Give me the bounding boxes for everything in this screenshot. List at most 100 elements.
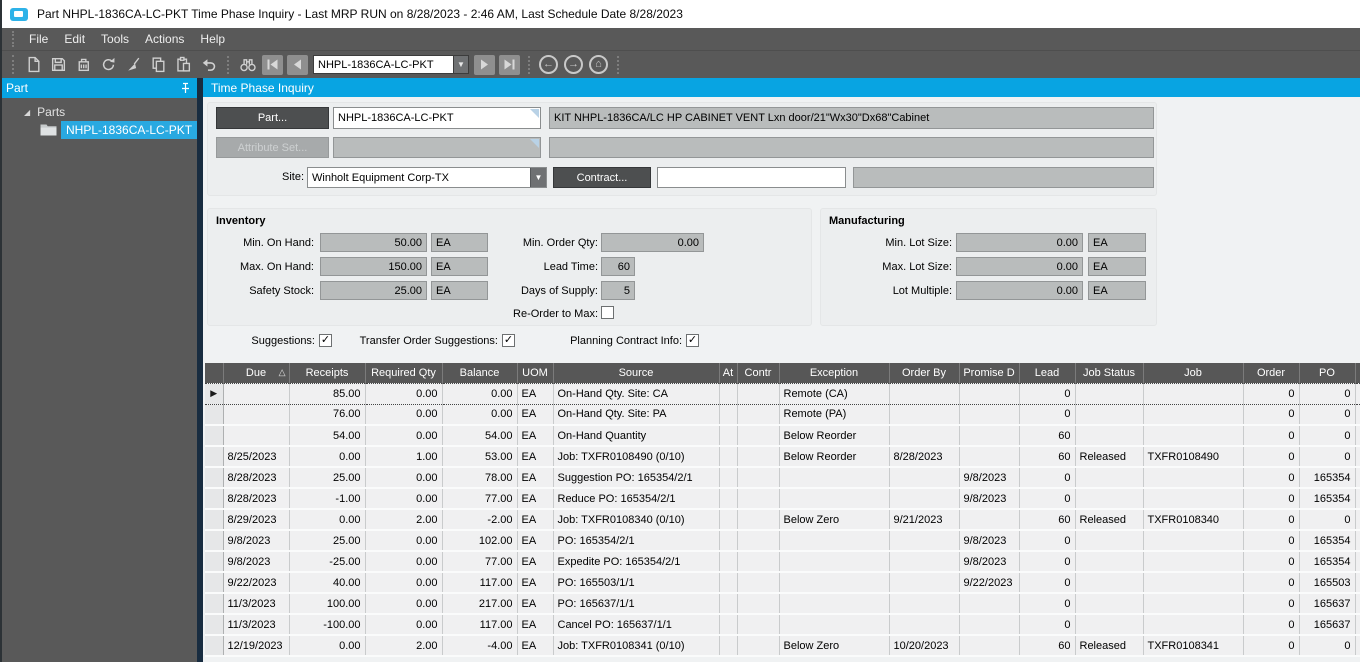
grid-cell[interactable]: 78.00 [442,467,518,489]
grid-cell[interactable]: 0.00 [442,382,518,405]
grid-cell[interactable] [719,572,738,594]
grid-column-header-exception[interactable]: Exception [779,363,890,383]
grid-cell[interactable]: Suggestion PO: 165354/2/1 [553,467,720,489]
grid-cell[interactable]: 165354 [1299,551,1356,573]
tree-node-part-selected[interactable]: NHPL-1836CA-LC-PKT [40,121,198,139]
grid-cell[interactable] [959,425,1020,447]
grid-cell[interactable]: PO: 165354/2/1 [553,530,720,552]
grid-cell[interactable]: 60 [1019,446,1076,468]
save-icon[interactable] [46,53,71,76]
first-record-icon[interactable] [262,54,283,75]
row-selector-cell[interactable] [205,488,224,510]
table-row[interactable]: 9/8/2023 -25.00 0.00 77.00 EA Expedite PO: 16… [205,551,1360,573]
grid-cell[interactable]: 10/20/2023 [889,635,960,657]
grid-cell[interactable]: 76.00 [289,404,366,426]
grid-column-header-po[interactable]: PO [1299,363,1356,383]
grid-cell[interactable] [719,593,738,615]
row-selector-cell[interactable]: ▶ [205,382,224,405]
grid-cell[interactable]: 165637 [1299,593,1356,615]
grid-column-header-promise-d[interactable]: Promise D [959,363,1020,383]
grid-cell[interactable]: 77.00 [442,488,518,510]
grid-cell[interactable]: 9/22/2023 [959,572,1020,594]
grid-cell[interactable]: -1.00 [289,488,366,510]
grid-cell[interactable]: 0.00 [365,488,443,510]
grid-cell[interactable]: 0 [1243,551,1300,573]
grid-cell[interactable] [779,593,890,615]
grid-cell[interactable]: 0 [1299,404,1356,426]
grid-column-header-contr[interactable]: Contr [737,363,780,383]
grid-cell[interactable] [719,467,738,489]
grid-cell[interactable]: 117.00 [442,572,518,594]
grid-cell[interactable]: 0 [1243,635,1300,657]
table-row[interactable]: 76.00 0.00 0.00 EA On-Hand Qty. Site: PA Remo… [205,404,1360,426]
copy-icon[interactable] [146,53,171,76]
grid-cell[interactable]: 0 [1019,382,1076,405]
grid-cell[interactable] [719,530,738,552]
contract-button[interactable]: Contract... [553,167,651,188]
grid-column-header-order[interactable]: Order [1243,363,1300,383]
grid-cell[interactable] [737,551,780,573]
grid-cell[interactable]: 117.00 [442,614,518,636]
grid-cell[interactable]: 165354 [1299,530,1356,552]
grid-cell[interactable] [719,425,738,447]
table-row[interactable]: 54.00 0.00 54.00 EA On-Hand Quantity Below Re… [205,425,1360,447]
grid-cell[interactable] [889,425,960,447]
row-selector-cell[interactable] [205,530,224,552]
grid-cell[interactable]: 8/25/2023 [223,446,290,468]
grid-cell[interactable]: 165354 [1299,467,1356,489]
table-row[interactable]: 8/28/2023 -1.00 0.00 77.00 EA Reduce PO: 1653… [205,488,1360,510]
grid-cell[interactable] [779,488,890,510]
grid-cell[interactable]: EA [517,488,554,510]
reorder-to-max-checkbox[interactable] [601,306,614,319]
grid-cell[interactable]: Released [1075,509,1144,531]
grid-column-header-at[interactable]: At [719,363,738,383]
row-selector-cell[interactable] [205,467,224,489]
grid-cell[interactable]: 0.00 [365,551,443,573]
grid-cell[interactable]: EA [517,635,554,657]
grid-cell[interactable] [959,509,1020,531]
grid-column-header-required-qty[interactable]: Required Qty [365,363,443,383]
grid-cell[interactable]: 0.00 [442,404,518,426]
grid-cell[interactable]: EA [517,404,554,426]
grid-cell[interactable] [737,425,780,447]
grid-cell[interactable]: EA [517,572,554,594]
grid-cell[interactable]: 85.00 [289,382,366,405]
paste-icon[interactable] [171,53,196,76]
grid-cell[interactable] [889,551,960,573]
grid-cell[interactable] [1075,425,1144,447]
grid-cell[interactable]: 0 [1299,635,1356,657]
part-button[interactable]: Part... [216,107,329,129]
grid-cell[interactable] [889,530,960,552]
grid-cell[interactable] [719,446,738,468]
grid-cell[interactable]: 0.00 [365,425,443,447]
menu-file[interactable]: File [29,32,49,46]
grid-cell[interactable]: 0 [1243,382,1300,405]
sweep-icon[interactable] [121,53,146,76]
grid-cell[interactable]: TXFR0108341 [1143,635,1244,657]
part-number-field[interactable]: NHPL-1836CA-LC-PKT [333,107,541,129]
grid-cell[interactable]: 0 [1019,614,1076,636]
row-selector-cell[interactable] [205,425,224,447]
grid-cell[interactable] [1143,488,1244,510]
grid-cell[interactable]: Job: TXFR0108490 (0/10) [553,446,720,468]
find-icon[interactable] [235,53,260,76]
grid-cell[interactable]: Below Reorder [779,446,890,468]
grid-cell[interactable]: Expedite PO: 165354/2/1 [553,551,720,573]
grid-cell[interactable]: 60 [1019,425,1076,447]
grid-cell[interactable] [719,509,738,531]
grid-cell[interactable]: 165354 [1299,488,1356,510]
table-row[interactable]: 11/3/2023 100.00 0.00 217.00 EA PO: 165637/1/… [205,593,1360,615]
grid-cell[interactable]: 0 [1019,467,1076,489]
grid-cell[interactable] [959,593,1020,615]
menu-help[interactable]: Help [200,32,226,46]
grid-cell[interactable]: 0.00 [365,572,443,594]
grid-cell[interactable] [779,551,890,573]
grid-cell[interactable] [959,382,1020,405]
grid-cell[interactable]: 217.00 [442,593,518,615]
grid-cell[interactable] [737,635,780,657]
grid-cell[interactable] [889,467,960,489]
grid-cell[interactable]: 0 [1019,530,1076,552]
grid-cell[interactable]: 100.00 [289,593,366,615]
grid-cell[interactable]: Below Zero [779,635,890,657]
menu-grip-handle[interactable] [12,31,15,47]
